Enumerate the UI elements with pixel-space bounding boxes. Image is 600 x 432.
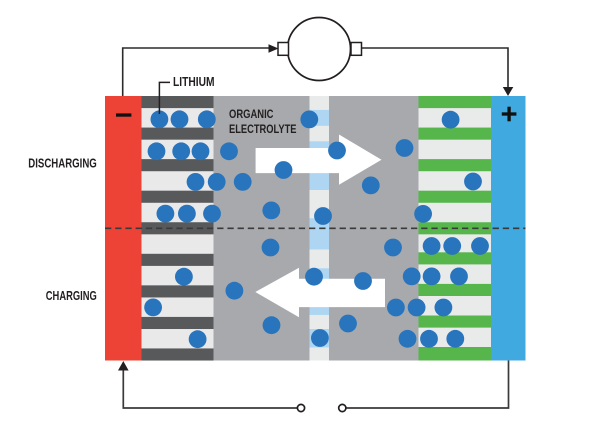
svg-text:ELECTROLYTE: ELECTROLYTE bbox=[229, 122, 297, 136]
svg-text:ORGANIC: ORGANIC bbox=[229, 107, 274, 121]
svg-text:LITHIUM: LITHIUM bbox=[173, 74, 215, 89]
svg-text:DISCHARGING: DISCHARGING bbox=[28, 156, 97, 171]
svg-text:CHARGING: CHARGING bbox=[46, 288, 97, 303]
